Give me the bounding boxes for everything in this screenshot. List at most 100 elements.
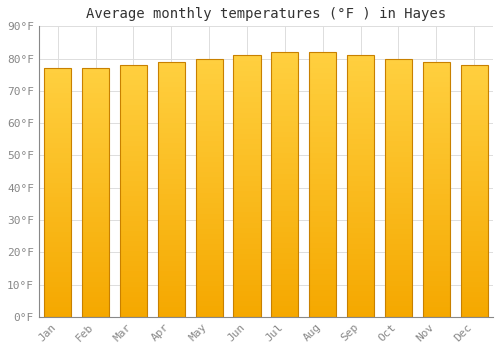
- Bar: [460, 186, 488, 191]
- Bar: [44, 163, 72, 168]
- Bar: [120, 90, 147, 95]
- Bar: [82, 158, 109, 163]
- Bar: [385, 193, 412, 198]
- Bar: [196, 172, 223, 177]
- Bar: [347, 165, 374, 170]
- Bar: [309, 248, 336, 253]
- Bar: [44, 222, 72, 227]
- Bar: [309, 84, 336, 89]
- Bar: [120, 261, 147, 266]
- Bar: [234, 82, 260, 87]
- Bar: [385, 126, 412, 131]
- Bar: [158, 215, 185, 220]
- Bar: [44, 183, 72, 188]
- Bar: [196, 193, 223, 198]
- Bar: [271, 126, 298, 132]
- Bar: [196, 126, 223, 131]
- Bar: [158, 256, 185, 261]
- Bar: [347, 71, 374, 76]
- Bar: [271, 137, 298, 142]
- Bar: [120, 80, 147, 85]
- Bar: [82, 183, 109, 188]
- Bar: [158, 230, 185, 235]
- Bar: [44, 128, 72, 133]
- Bar: [347, 144, 374, 149]
- Bar: [385, 203, 412, 208]
- Bar: [234, 275, 260, 280]
- Bar: [271, 63, 298, 68]
- Bar: [271, 227, 298, 232]
- Bar: [234, 102, 260, 108]
- Bar: [158, 174, 185, 179]
- Bar: [120, 100, 147, 105]
- Bar: [158, 245, 185, 251]
- Bar: [44, 287, 72, 292]
- Bar: [82, 247, 109, 252]
- Bar: [234, 233, 260, 238]
- Bar: [234, 186, 260, 191]
- Bar: [196, 203, 223, 208]
- Bar: [347, 285, 374, 290]
- Bar: [158, 266, 185, 271]
- Bar: [196, 219, 223, 224]
- Bar: [347, 265, 374, 270]
- Bar: [460, 292, 488, 297]
- Bar: [158, 225, 185, 230]
- Bar: [460, 221, 488, 226]
- Bar: [44, 277, 72, 282]
- Bar: [158, 77, 185, 82]
- Bar: [422, 67, 450, 72]
- Bar: [385, 136, 412, 141]
- Bar: [234, 113, 260, 118]
- Bar: [460, 206, 488, 211]
- Bar: [385, 281, 412, 286]
- Bar: [271, 269, 298, 274]
- Bar: [460, 135, 488, 141]
- Bar: [120, 191, 147, 196]
- Bar: [347, 202, 374, 207]
- Bar: [422, 240, 450, 245]
- Bar: [347, 87, 374, 92]
- Bar: [158, 296, 185, 301]
- Bar: [196, 58, 223, 317]
- Bar: [196, 84, 223, 90]
- Bar: [271, 184, 298, 190]
- Bar: [385, 270, 412, 275]
- Bar: [271, 78, 298, 84]
- Bar: [460, 287, 488, 292]
- Bar: [196, 312, 223, 317]
- Bar: [82, 83, 109, 88]
- Bar: [271, 68, 298, 73]
- Bar: [158, 133, 185, 138]
- Bar: [120, 246, 147, 251]
- Bar: [271, 280, 298, 285]
- Bar: [196, 234, 223, 239]
- Bar: [385, 177, 412, 182]
- Bar: [158, 97, 185, 103]
- Bar: [347, 149, 374, 155]
- Bar: [196, 100, 223, 105]
- Bar: [422, 62, 450, 317]
- Bar: [460, 146, 488, 150]
- Bar: [347, 207, 374, 212]
- Bar: [196, 120, 223, 126]
- Bar: [347, 275, 374, 280]
- Bar: [460, 216, 488, 221]
- Bar: [422, 266, 450, 271]
- Bar: [347, 123, 374, 128]
- Bar: [120, 65, 147, 317]
- Bar: [422, 286, 450, 291]
- Bar: [460, 131, 488, 135]
- Bar: [158, 271, 185, 276]
- Bar: [120, 156, 147, 161]
- Bar: [347, 139, 374, 144]
- Bar: [158, 62, 185, 67]
- Bar: [44, 83, 72, 88]
- Bar: [309, 147, 336, 153]
- Bar: [234, 212, 260, 217]
- Bar: [422, 230, 450, 235]
- Bar: [460, 272, 488, 276]
- Bar: [196, 136, 223, 141]
- Bar: [422, 291, 450, 296]
- Bar: [44, 103, 72, 108]
